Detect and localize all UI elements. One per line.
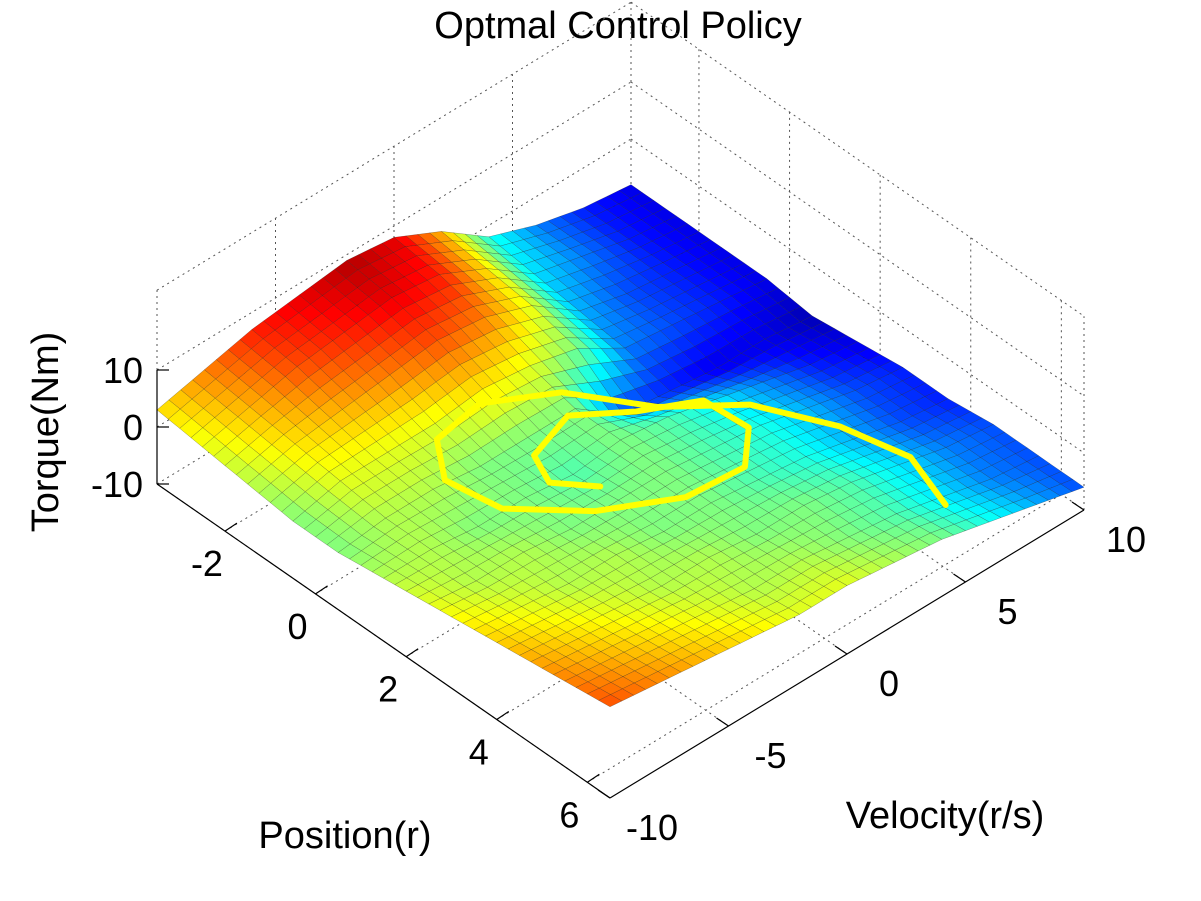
grid-line [156,1,632,291]
grid-line [156,81,632,371]
y-tick-label: -10 [626,807,678,848]
trajectory-line [433,389,949,515]
chart-title: Optmal Control Policy [434,5,801,47]
x-tick-label: 4 [469,732,489,773]
z-tick-label: 0 [123,407,143,448]
x-axis-line [156,483,611,799]
grid-line [630,138,1085,454]
y-tick [1071,501,1085,511]
surface-mesh [156,184,1085,708]
y-axis-label: Velocity(r/s) [846,795,1044,837]
grid-line [630,1,1085,317]
y-tick [597,789,611,799]
y-tick-label: -5 [754,735,786,776]
grid-line [630,81,1085,397]
x-tick [224,522,238,532]
z-tick-label: -10 [91,464,143,505]
z-axis-label: Torque(Nm) [25,332,67,533]
x-tick-label: 6 [559,794,579,835]
x-tick [405,648,419,658]
z-tick-label: 10 [103,350,143,391]
y-tick [834,645,848,655]
x-tick [315,585,328,595]
x-tick-label: -2 [191,543,223,584]
x-tick [587,773,600,783]
y-tick [953,573,966,583]
surface-cell [598,694,623,708]
y-tick [716,717,729,727]
x-tick-label: 2 [378,669,398,710]
x-tick-label: 0 [288,606,308,647]
y-tick-label: 5 [997,591,1017,632]
x-axis-label: Position(r) [258,815,431,857]
y-tick-label: 10 [1106,519,1146,560]
x-tick [496,711,510,720]
y-tick-label: 0 [879,663,899,704]
